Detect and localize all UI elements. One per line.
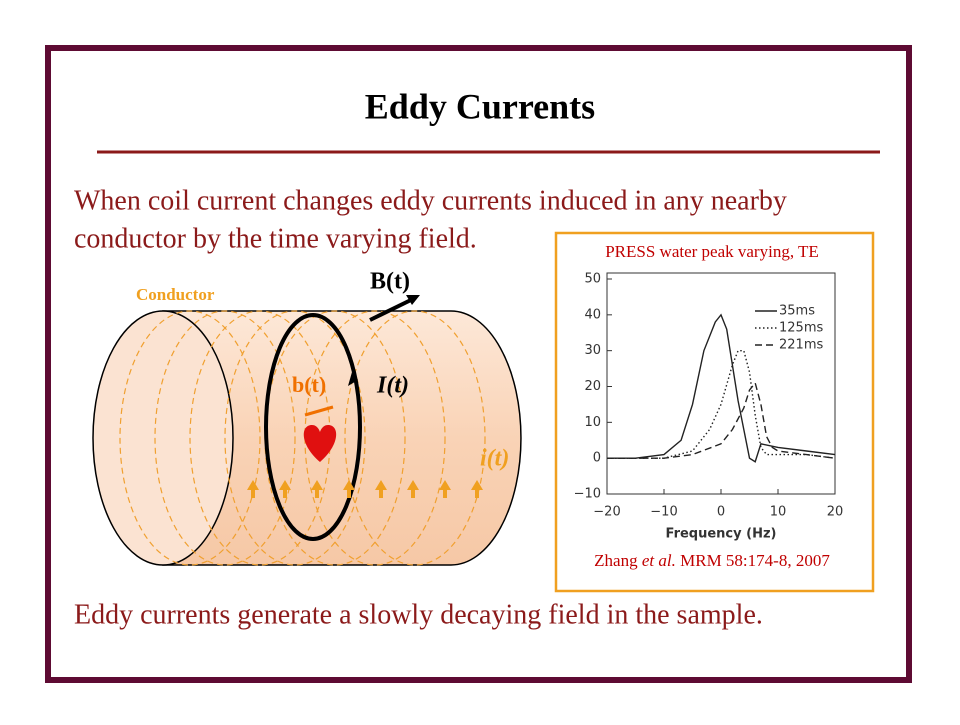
plot: −10 0 10 20 30 40 50 −20 −10 0 10 20 Frequency (Hz) 3… bbox=[574, 272, 844, 542]
series-line bbox=[607, 381, 836, 459]
x-axis-label: Frequency (Hz) bbox=[666, 527, 777, 542]
coil-loop bbox=[264, 313, 362, 541]
intro-line: When coil current changes eddy currents … bbox=[74, 185, 787, 216]
legend-label: 35ms bbox=[779, 304, 815, 319]
y-tick-label: 0 bbox=[593, 451, 601, 466]
heart bbox=[303, 425, 337, 462]
b-label: b(t) bbox=[292, 372, 326, 397]
I-label: I(t) bbox=[376, 373, 409, 399]
intro-line: conductor by the time varying field. bbox=[74, 223, 477, 254]
conclusion: Eddy currents generate a slowly decaying… bbox=[74, 599, 763, 630]
legend-label: 221ms bbox=[779, 338, 823, 353]
legend-label: 125ms bbox=[779, 321, 823, 336]
y-tick-label: 10 bbox=[584, 415, 601, 430]
x-tick-label: 10 bbox=[770, 505, 787, 520]
figure-caption: PRESS water peak varying, TE bbox=[605, 242, 819, 261]
x-tick-label: −10 bbox=[650, 505, 677, 520]
y-tick-label: 20 bbox=[584, 379, 601, 394]
x-tick-label: 0 bbox=[717, 505, 725, 520]
y-tick-label: −10 bbox=[574, 487, 601, 502]
citation-author: Zhang bbox=[594, 551, 638, 570]
y-tick-label: 30 bbox=[584, 343, 601, 358]
b-small-arrow bbox=[304, 405, 334, 417]
title: Eddy Currents bbox=[365, 86, 595, 126]
B-label: B(t) bbox=[370, 269, 410, 295]
citation-ref: MRM 58:174-8, 2007 bbox=[680, 551, 830, 570]
citation-etal: et al. bbox=[642, 551, 676, 570]
i-label: i(t) bbox=[480, 446, 509, 472]
cylinder-body bbox=[162, 310, 522, 566]
series-line bbox=[607, 313, 836, 463]
conductor-diagram: Conductor B(t) b(t) I(t) i(t) bbox=[92, 269, 522, 566]
x-tick-label: 20 bbox=[827, 505, 844, 520]
b-arrow bbox=[369, 296, 416, 322]
conductor-label: Conductor bbox=[136, 285, 215, 304]
coil-arrow bbox=[348, 372, 358, 386]
y-tick-label: 40 bbox=[584, 307, 601, 322]
b-arrow-head bbox=[406, 295, 420, 305]
x-tick-label: −20 bbox=[593, 505, 620, 520]
y-tick-label: 50 bbox=[584, 272, 601, 287]
cylinder-end bbox=[92, 310, 234, 566]
slide-border bbox=[45, 45, 912, 683]
current-arrows bbox=[247, 480, 483, 498]
citation: Zhang et al. MRM 58:174-8, 2007 bbox=[594, 551, 830, 570]
figure-box bbox=[554, 231, 875, 593]
